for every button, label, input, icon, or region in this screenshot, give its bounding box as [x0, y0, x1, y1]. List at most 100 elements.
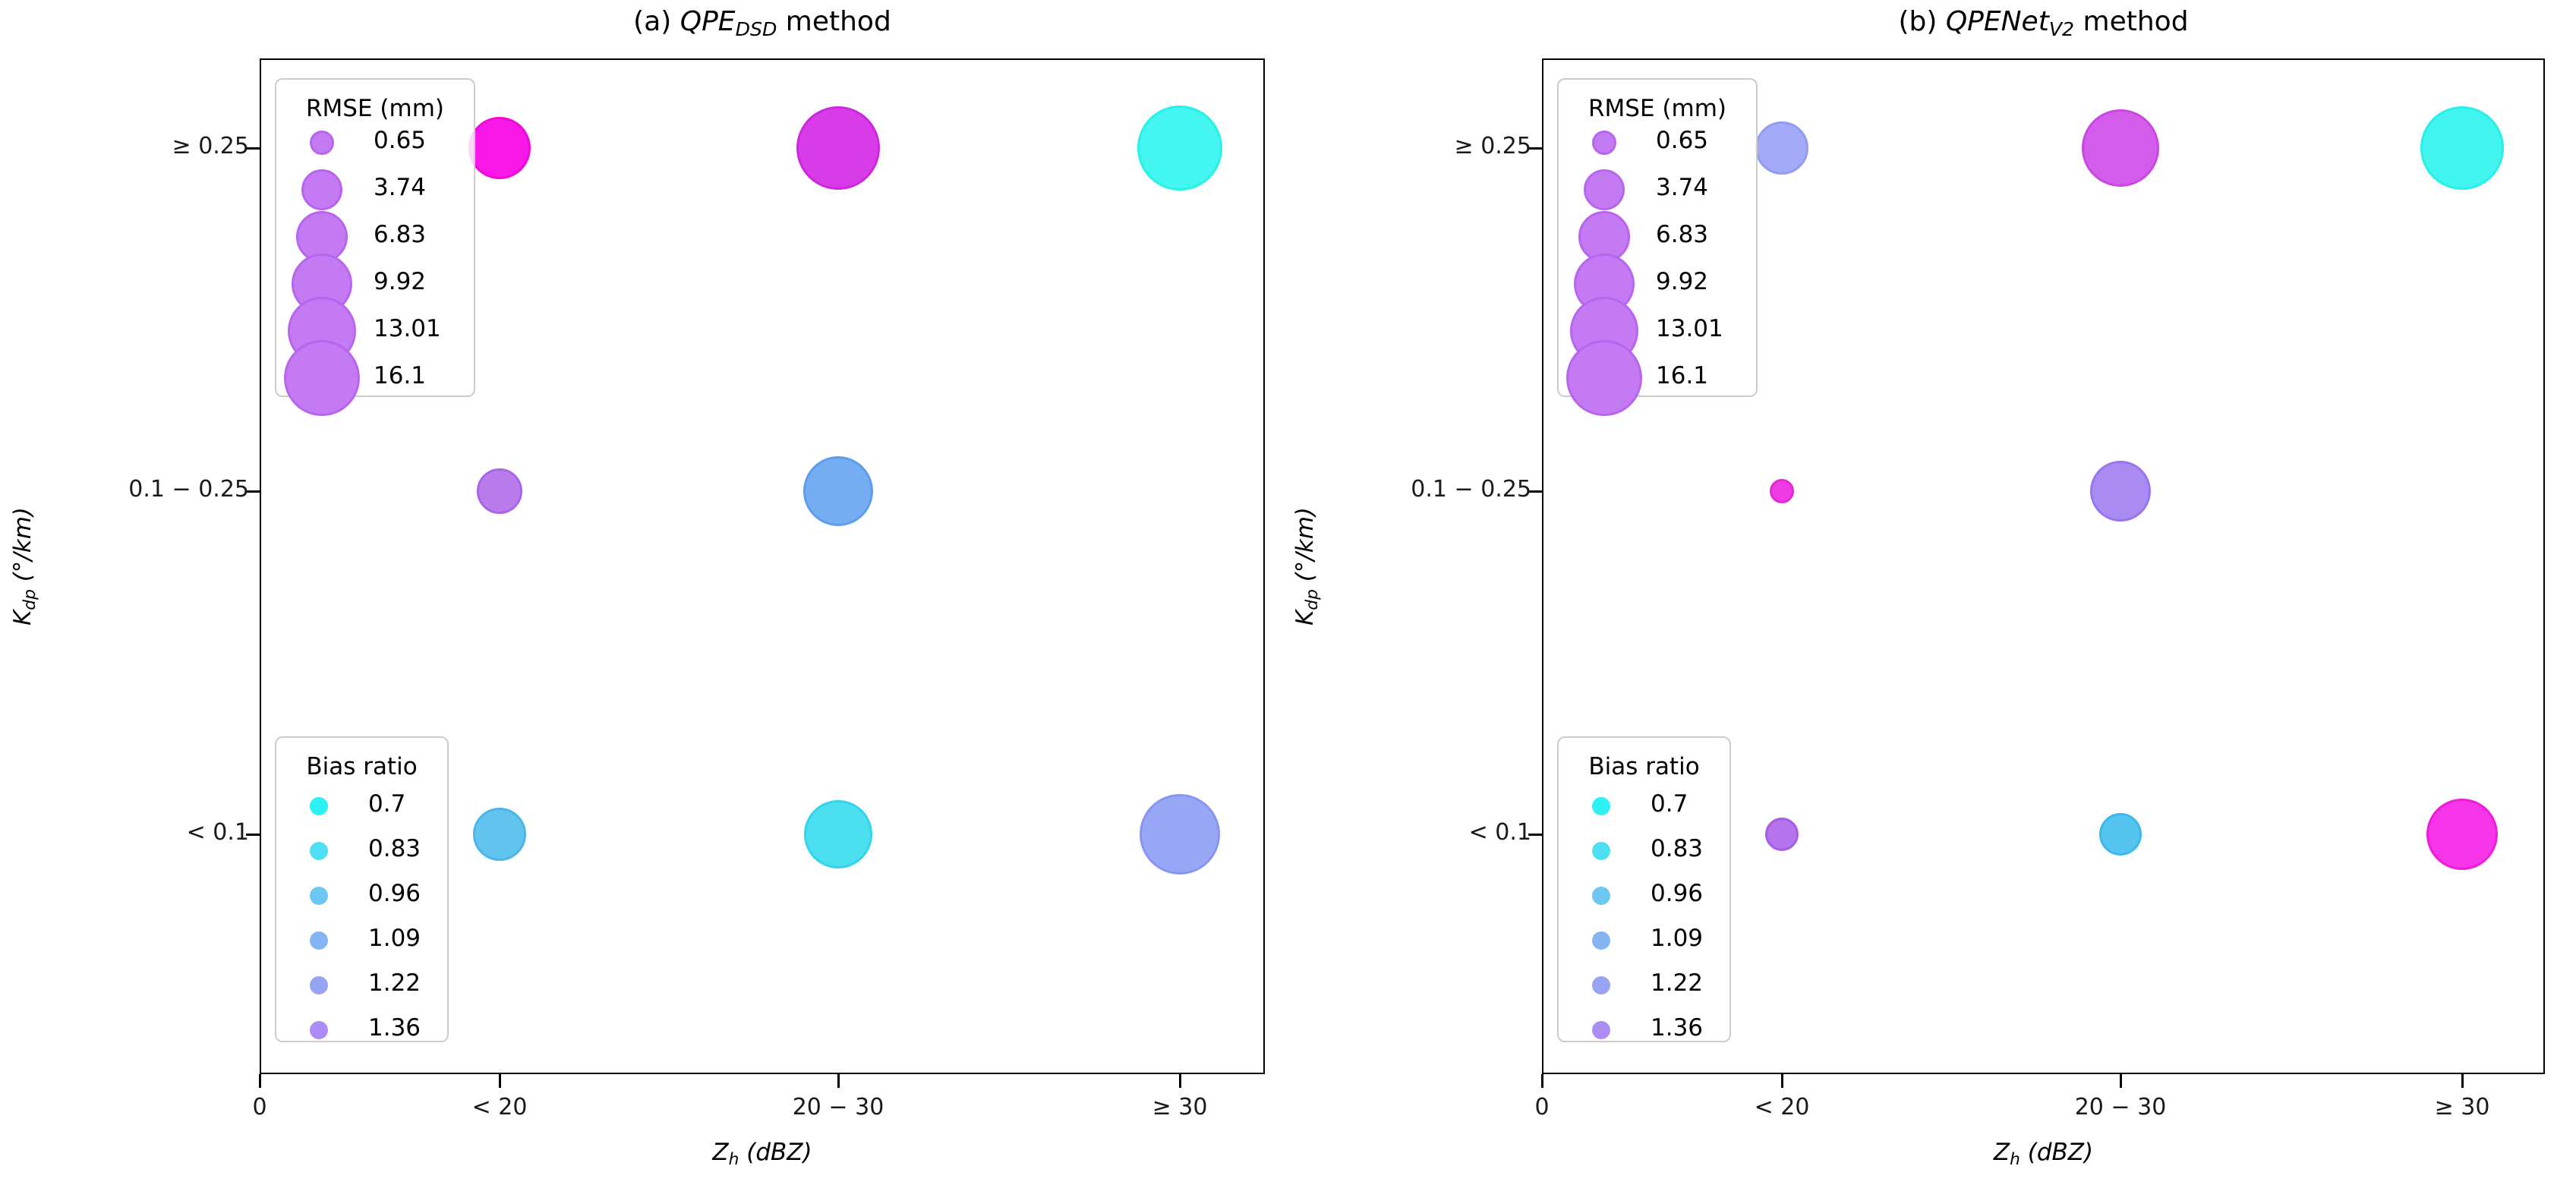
- data-bubble-a-7: [1140, 794, 1220, 875]
- data-bubble-a-5: [473, 808, 526, 861]
- y-tick-label-a-1: 0.1 − 0.25: [128, 476, 249, 503]
- data-bubble-b-2: [2420, 106, 2504, 190]
- bias-legend-label-a-5: 1.36: [368, 1014, 421, 1042]
- rmse-legend-marker-b-5: [1566, 340, 1642, 416]
- rmse-legend-marker-a-0: [310, 131, 334, 155]
- rmse-legend-label-a-2: 6.83: [374, 221, 427, 248]
- rmse-legend-label-b-5: 16.1: [1656, 362, 1709, 389]
- x-tick-label-b-3: ≥ 30: [2434, 1094, 2490, 1120]
- bias-legend-box-b: [1557, 736, 1731, 1042]
- bias-legend-label-b-0: 0.7: [1651, 790, 1688, 818]
- bias-legend-label-a-4: 1.22: [368, 969, 421, 997]
- x-tick-label-b-0: 0: [1534, 1094, 1550, 1120]
- bias-legend-label-b-2: 0.96: [1651, 880, 1704, 907]
- rmse-legend-label-b-0: 0.65: [1656, 127, 1709, 154]
- axes-frame-b: [1542, 58, 2545, 1074]
- rmse-legend-label-b-1: 3.74: [1656, 174, 1709, 201]
- axes-frame-a: [260, 58, 1265, 1074]
- bias-legend-title-b: Bias ratio: [1588, 753, 1700, 780]
- rmse-legend-label-a-3: 9.92: [374, 268, 427, 295]
- bias-legend-label-a-2: 0.96: [368, 880, 421, 907]
- data-bubble-b-4: [2090, 461, 2151, 522]
- bias-legend-marker-b-4: [1592, 976, 1610, 994]
- y-tick-label-a-2: ≥ 0.25: [172, 133, 249, 159]
- bias-legend-label-a-3: 1.09: [368, 925, 421, 952]
- y-tick-b-1: [1528, 490, 1542, 493]
- y-tick-b-2: [1528, 147, 1542, 150]
- x-tick-b-0: [1540, 1074, 1543, 1088]
- x-tick-label-a-2: 20 − 30: [792, 1094, 884, 1120]
- y-tick-label-b-2: ≥ 0.25: [1454, 133, 1531, 159]
- bias-legend-marker-a-4: [310, 976, 328, 994]
- x-axis-label-b: Zh (dBZ): [1993, 1139, 2094, 1170]
- bias-legend-marker-b-0: [1592, 797, 1610, 815]
- bias-legend-marker-b-3: [1592, 931, 1610, 950]
- bias-legend-marker-a-2: [310, 887, 328, 905]
- x-tick-b-3: [2461, 1074, 2464, 1088]
- y-tick-label-a-0: < 0.1: [186, 819, 249, 846]
- data-bubble-a-2: [1137, 106, 1222, 191]
- y-tick-a-0: [246, 833, 260, 836]
- x-tick-label-a-0: 0: [252, 1094, 267, 1120]
- x-tick-a-2: [837, 1074, 840, 1088]
- rmse-legend-title-a: RMSE (mm): [306, 95, 444, 122]
- bias-legend-marker-b-2: [1592, 887, 1610, 905]
- bias-legend-label-b-1: 0.83: [1651, 835, 1704, 862]
- rmse-legend-marker-a-5: [284, 340, 360, 416]
- bias-legend-label-a-1: 0.83: [368, 835, 421, 862]
- rmse-legend-label-b-3: 9.92: [1656, 268, 1709, 295]
- y-axis-label-a: Kdp (°/km): [8, 507, 40, 626]
- y-tick-a-2: [246, 147, 260, 150]
- plot-title-b: (b) QPENetV2 method: [1898, 6, 2189, 41]
- x-tick-b-2: [2119, 1074, 2122, 1088]
- bias-legend-label-a-0: 0.7: [368, 790, 406, 818]
- bias-legend-box-a: [275, 736, 449, 1042]
- data-bubble-b-3: [1770, 479, 1794, 503]
- bias-legend-marker-a-3: [310, 931, 328, 950]
- y-tick-b-0: [1528, 833, 1542, 836]
- bias-legend-marker-b-1: [1592, 842, 1610, 860]
- rmse-legend-label-b-2: 6.83: [1656, 221, 1709, 248]
- data-bubble-a-3: [477, 468, 522, 514]
- x-tick-label-a-1: < 20: [471, 1094, 528, 1120]
- plot-title-a: (a) QPEDSD method: [633, 6, 891, 41]
- x-tick-label-b-1: < 20: [1754, 1094, 1810, 1120]
- rmse-legend-marker-b-0: [1592, 131, 1616, 155]
- rmse-legend-label-a-5: 16.1: [374, 362, 427, 389]
- y-tick-label-b-1: 0.1 − 0.25: [1411, 476, 1531, 503]
- x-axis-label-a: Zh (dBZ): [712, 1139, 812, 1170]
- bias-legend-label-b-5: 1.36: [1651, 1014, 1704, 1042]
- data-bubble-a-0: [468, 117, 531, 179]
- y-tick-a-1: [246, 490, 260, 493]
- y-axis-label-b: Kdp (°/km): [1291, 507, 1323, 626]
- rmse-legend-label-b-4: 13.01: [1656, 315, 1723, 342]
- data-bubble-a-1: [796, 106, 880, 190]
- bias-legend-title-a: Bias ratio: [306, 753, 418, 780]
- rmse-legend-label-a-1: 3.74: [374, 174, 427, 201]
- rmse-legend-marker-b-1: [1584, 169, 1625, 210]
- data-bubble-b-6: [2099, 813, 2142, 856]
- data-bubble-b-7: [2426, 799, 2498, 870]
- data-bubble-a-4: [803, 456, 873, 526]
- x-tick-a-0: [258, 1074, 261, 1088]
- x-tick-label-b-2: 20 − 30: [2074, 1094, 2167, 1120]
- x-tick-a-1: [498, 1074, 501, 1088]
- data-bubble-b-5: [1765, 818, 1799, 851]
- x-tick-b-1: [1780, 1074, 1783, 1088]
- data-bubble-a-6: [804, 800, 872, 868]
- bias-legend-marker-a-5: [310, 1021, 328, 1039]
- bias-legend-marker-a-1: [310, 842, 328, 860]
- rmse-legend-label-a-4: 13.01: [374, 315, 441, 342]
- x-tick-label-a-3: ≥ 30: [1152, 1094, 1208, 1120]
- rmse-legend-label-a-0: 0.65: [374, 127, 427, 154]
- bias-legend-marker-a-0: [310, 797, 328, 815]
- rmse-legend-marker-a-1: [301, 169, 342, 210]
- bias-legend-marker-b-5: [1592, 1021, 1610, 1039]
- rmse-legend-title-b: RMSE (mm): [1588, 95, 1726, 122]
- y-tick-label-b-0: < 0.1: [1468, 819, 1531, 846]
- bias-legend-label-b-4: 1.22: [1651, 969, 1704, 997]
- x-tick-a-3: [1178, 1074, 1181, 1088]
- data-bubble-b-1: [2082, 109, 2159, 187]
- data-bubble-b-0: [1755, 121, 1808, 175]
